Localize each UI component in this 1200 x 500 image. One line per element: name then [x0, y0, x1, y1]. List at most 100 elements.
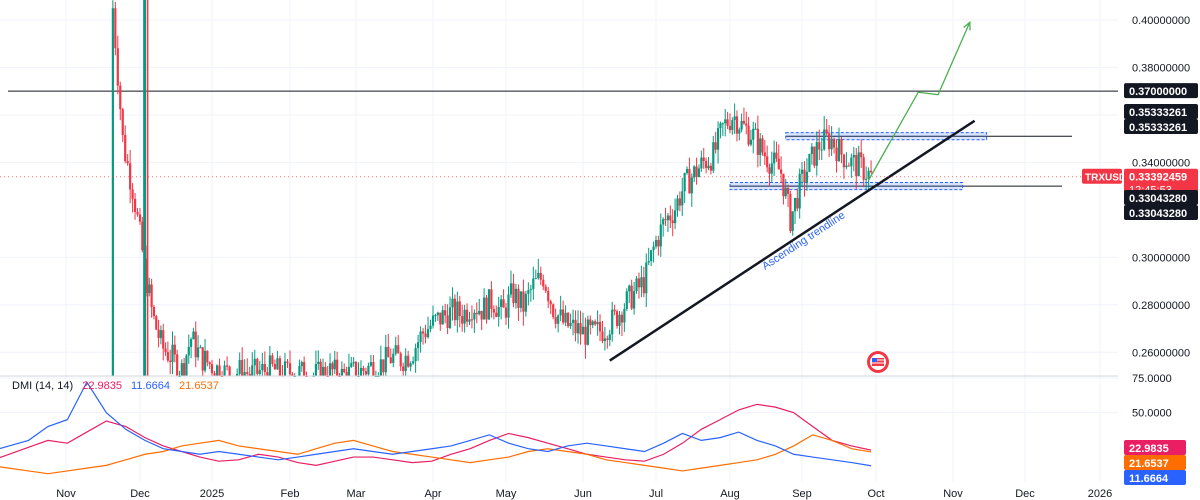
candle-body[interactable]: [830, 138, 833, 150]
candle-body[interactable]: [633, 291, 636, 309]
candle-body[interactable]: [218, 365, 221, 376]
candle-body[interactable]: [654, 239, 658, 247]
candle-body[interactable]: [199, 347, 202, 349]
candle-body[interactable]: [681, 191, 684, 206]
candle-body[interactable]: [273, 363, 277, 370]
candle-body[interactable]: [716, 128, 720, 150]
candle-body[interactable]: [238, 359, 241, 374]
candle-body[interactable]: [731, 120, 734, 131]
candle-body[interactable]: [645, 262, 648, 294]
candle-body[interactable]: [519, 291, 523, 308]
candle-body[interactable]: [347, 366, 351, 376]
candle-body[interactable]: [860, 152, 863, 158]
candle-body[interactable]: [203, 350, 207, 371]
candle-body[interactable]: [266, 372, 269, 376]
candle-body[interactable]: [497, 306, 500, 317]
candle-body[interactable]: [421, 331, 425, 334]
candle-body[interactable]: [424, 333, 427, 338]
spike-candle-body[interactable]: [143, 0, 147, 376]
candle-body[interactable]: [808, 154, 811, 172]
candle-body[interactable]: [544, 286, 547, 291]
candle-body[interactable]: [412, 361, 415, 364]
candle-body[interactable]: [136, 211, 139, 215]
candle-body[interactable]: [354, 361, 358, 376]
candle-body[interactable]: [208, 362, 211, 365]
candle-body[interactable]: [192, 331, 195, 340]
candle-body[interactable]: [759, 138, 762, 155]
candle-body[interactable]: [463, 309, 466, 324]
candle-body[interactable]: [832, 138, 836, 148]
candle-body[interactable]: [345, 372, 348, 376]
candle-body[interactable]: [300, 362, 303, 367]
candle-body[interactable]: [611, 309, 614, 335]
candle-body[interactable]: [782, 173, 785, 197]
candle-body[interactable]: [527, 290, 530, 294]
dmi-adx-line[interactable]: [0, 403, 872, 466]
candle-body[interactable]: [500, 299, 503, 307]
candle-body[interactable]: [141, 221, 144, 251]
candle-body[interactable]: [842, 154, 846, 168]
candle-body[interactable]: [784, 187, 787, 197]
candle-body[interactable]: [367, 365, 370, 375]
candle-body[interactable]: [749, 139, 753, 145]
candle-body[interactable]: [162, 330, 165, 349]
candle-body[interactable]: [693, 166, 696, 178]
candle-body[interactable]: [268, 355, 271, 376]
candle-body[interactable]: [562, 309, 565, 323]
candle-body[interactable]: [131, 189, 134, 199]
candle-body[interactable]: [608, 334, 611, 340]
candle-body[interactable]: [537, 272, 540, 279]
candle-body[interactable]: [669, 215, 672, 221]
candle-body[interactable]: [793, 197, 797, 212]
candle-body[interactable]: [845, 165, 848, 168]
candle-body[interactable]: [789, 193, 792, 231]
candle-body[interactable]: [517, 288, 520, 308]
candle-body[interactable]: [504, 307, 508, 318]
candle-body[interactable]: [635, 278, 638, 292]
candle-body[interactable]: [524, 293, 527, 312]
candle-body[interactable]: [133, 198, 137, 212]
candle-body[interactable]: [201, 347, 204, 371]
candle-body[interactable]: [512, 283, 515, 304]
candle-body[interactable]: [426, 329, 430, 338]
candle-body[interactable]: [468, 319, 471, 322]
candle-body[interactable]: [529, 289, 532, 291]
candle-body[interactable]: [700, 157, 703, 169]
candle-body[interactable]: [480, 310, 483, 320]
candle-body[interactable]: [603, 338, 606, 341]
candle-body[interactable]: [697, 168, 701, 177]
candle-body[interactable]: [458, 301, 461, 317]
candle-body[interactable]: [276, 358, 279, 370]
candle-body[interactable]: [288, 363, 292, 375]
projection-path[interactable]: [868, 20, 971, 181]
candle-body[interactable]: [448, 307, 452, 329]
candle-body[interactable]: [416, 342, 420, 349]
candle-body[interactable]: [768, 167, 771, 174]
candle-body[interactable]: [724, 119, 727, 124]
candle-body[interactable]: [487, 289, 491, 320]
candle-body[interactable]: [664, 219, 667, 221]
candle-body[interactable]: [286, 361, 289, 364]
candle-body[interactable]: [196, 347, 200, 358]
candle-body[interactable]: [825, 129, 828, 134]
candle-body[interactable]: [470, 319, 474, 321]
candle-body[interactable]: [657, 239, 660, 247]
candle-body[interactable]: [453, 298, 456, 321]
candle-body[interactable]: [343, 368, 346, 373]
candle-body[interactable]: [372, 362, 375, 376]
dmi-lines[interactable]: [0, 380, 872, 475]
candle-body[interactable]: [666, 215, 670, 221]
candle-body[interactable]: [379, 359, 382, 376]
candle-body[interactable]: [514, 288, 518, 304]
candle-body[interactable]: [414, 348, 417, 362]
candle-body[interactable]: [754, 128, 757, 130]
candle-body[interactable]: [243, 372, 246, 376]
candle-body[interactable]: [683, 173, 686, 192]
candle-body[interactable]: [173, 344, 176, 355]
candle-body[interactable]: [394, 345, 397, 354]
candle-body[interactable]: [291, 374, 294, 376]
candle-body[interactable]: [650, 250, 653, 262]
candle-body[interactable]: [735, 116, 739, 134]
candle-body[interactable]: [805, 171, 809, 183]
